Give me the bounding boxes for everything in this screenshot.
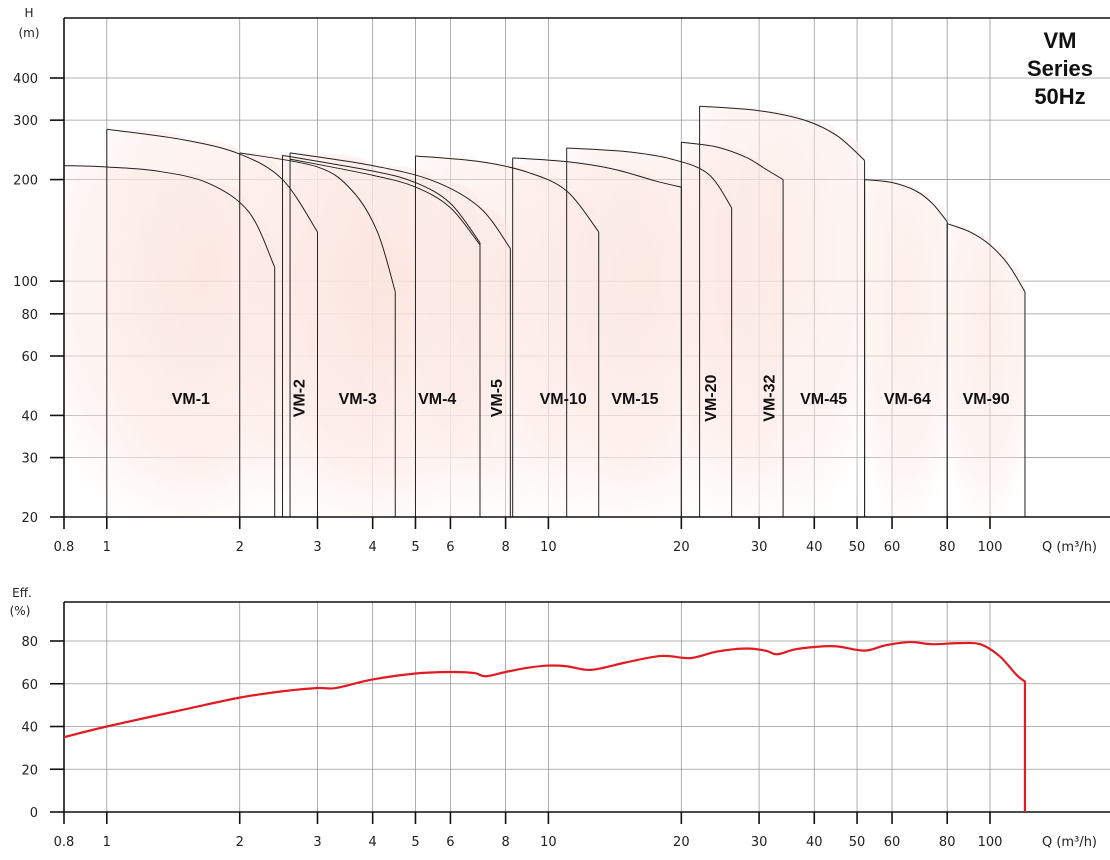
x-tick-label: 20 <box>673 540 690 555</box>
region-label: VM-45 <box>800 391 847 408</box>
y-tick-label: 400 <box>13 72 38 87</box>
x-tick-label: 0.8 <box>54 540 75 555</box>
chart-title-line: VM <box>1044 28 1077 53</box>
y-axis-unit: (m) <box>18 26 39 40</box>
region-label: VM-2 <box>292 379 309 417</box>
region-label: VM-1 <box>172 391 210 408</box>
x-tick-label: 100 <box>978 540 1003 555</box>
region-fill-vm-45 <box>700 106 865 517</box>
x-tick-label: 40 <box>806 540 823 555</box>
y-tick-label: 200 <box>13 174 38 189</box>
x-tick-label: 5 <box>411 540 419 555</box>
chart-title-line: Series <box>1027 56 1093 81</box>
region-label: VM-10 <box>540 391 587 408</box>
x-tick-label: 80 <box>939 835 956 850</box>
x-tick-label: 50 <box>849 540 866 555</box>
x-tick-label: 6 <box>446 835 454 850</box>
x-tick-label: 4 <box>369 835 377 850</box>
x-tick-label: 1 <box>103 835 111 850</box>
x-tick-label: 8 <box>501 835 509 850</box>
y-tick-label: 40 <box>21 721 38 736</box>
x-tick-label: 0.8 <box>54 835 75 850</box>
y-tick-label: 40 <box>21 409 38 424</box>
x-tick-label: 1 <box>103 540 111 555</box>
x-tick-label: 4 <box>369 540 377 555</box>
x-tick-label: 100 <box>978 835 1003 850</box>
y-tick-label: 0 <box>30 806 38 821</box>
region-label: VM-5 <box>489 379 506 417</box>
x-axis-label: Q (m³/h) <box>1042 835 1097 850</box>
x-tick-label: 3 <box>313 835 321 850</box>
x-tick-label: 40 <box>806 835 823 850</box>
y-tick-label: 80 <box>21 308 38 323</box>
efficiency-line <box>64 642 1025 812</box>
y-tick-label: 20 <box>21 763 38 778</box>
region-fill-vm-90 <box>947 224 1025 517</box>
x-tick-label: 30 <box>751 835 768 850</box>
x-tick-label: 60 <box>884 540 901 555</box>
y-tick-label: 60 <box>21 350 38 365</box>
region-label: VM-20 <box>703 375 720 422</box>
x-axis-label: Q (m³/h) <box>1042 540 1097 555</box>
x-tick-label: 6 <box>446 540 454 555</box>
region-fills <box>64 106 1025 517</box>
y-tick-label: 300 <box>13 114 38 129</box>
x-tick-label: 60 <box>884 835 901 850</box>
region-label: VM-4 <box>418 391 456 408</box>
x-tick-label: 2 <box>236 540 244 555</box>
x-tick-label: 80 <box>939 540 956 555</box>
region-label: VM-3 <box>339 391 377 408</box>
region-fill-vm-64 <box>865 180 948 517</box>
x-tick-label: 10 <box>540 835 557 850</box>
x-tick-label: 5 <box>411 835 419 850</box>
region-label: VM-64 <box>884 391 931 408</box>
y-tick-label: 100 <box>13 275 38 290</box>
x-tick-label: 3 <box>313 540 321 555</box>
x-tick-label: 30 <box>751 540 768 555</box>
y-tick-label: 60 <box>21 678 38 693</box>
x-tick-label: 20 <box>673 835 690 850</box>
x-tick-label: 2 <box>236 835 244 850</box>
head-chart: 0.8 1 2 3 4 5 6 8 10 20 30 40 50 60 80 100 20 30 40 60 80 100… <box>13 6 1110 555</box>
x-tick-label: 50 <box>849 835 866 850</box>
y-axis-label: H <box>24 6 33 20</box>
y-tick-label: 20 <box>21 511 38 526</box>
efficiency-chart: 0.8 1 2 3 4 5 6 8 10 20 30 40 50 60 80 100 0 20 40 60 80 Eff.… <box>10 586 1110 850</box>
region-label: VM-90 <box>963 391 1010 408</box>
region-label: VM-15 <box>611 391 658 408</box>
y-axis-label: Eff. <box>12 586 32 600</box>
x-tick-label: 10 <box>540 540 557 555</box>
y-tick-label: 30 <box>21 452 38 467</box>
x-tick-label: 8 <box>501 540 509 555</box>
chart-title-line: 50Hz <box>1034 84 1085 109</box>
y-axis-unit: (%) <box>10 604 31 618</box>
region-label: VM-32 <box>761 375 778 422</box>
y-tick-label: 80 <box>21 635 38 650</box>
